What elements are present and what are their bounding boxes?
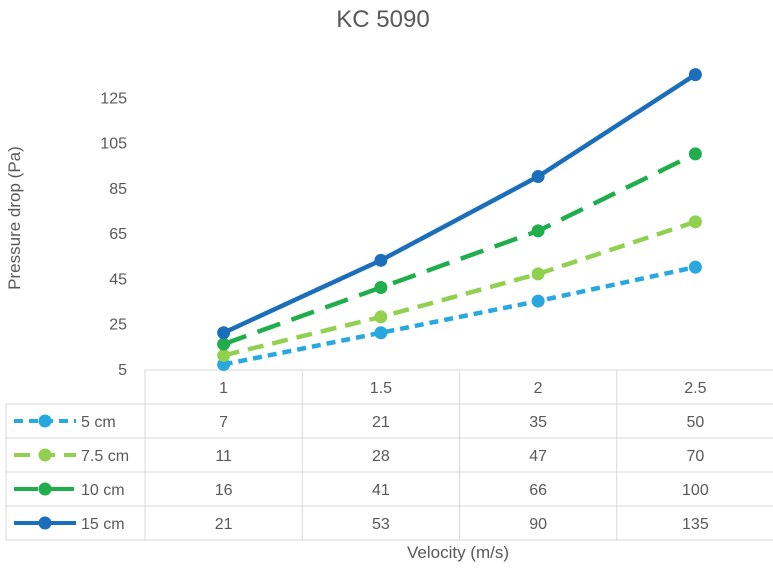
series-group [217, 68, 702, 340]
data-point [374, 280, 388, 294]
table-value: 66 [529, 482, 547, 499]
y-tick-label: 105 [100, 136, 127, 153]
data-point [531, 294, 545, 308]
legend-key-marker [38, 448, 52, 462]
series-line [222, 72, 697, 335]
x-tick-label: 2 [534, 380, 543, 397]
table-value: 35 [529, 414, 547, 431]
y-tick-label: 125 [100, 90, 127, 107]
legend-label: 10 cm [81, 482, 125, 499]
y-tick-label: 25 [109, 317, 127, 334]
table-value: 53 [372, 516, 390, 533]
table-value: 21 [372, 414, 390, 431]
data-point [374, 326, 388, 340]
data-table: 1 1.5 2 2.5 5 cm 7 21 35 50 7.5 cm 11 28 47 70 10 cm 16… [5, 369, 773, 541]
plot-area [217, 68, 702, 371]
y-tick-label: 65 [109, 226, 127, 243]
data-point [531, 170, 545, 184]
series-line [223, 219, 697, 358]
data-point [531, 267, 545, 281]
data-point [688, 215, 702, 229]
data-point [531, 224, 545, 238]
legend-key-marker [38, 414, 52, 428]
data-point [217, 337, 231, 351]
x-tick-label: 1 [219, 380, 228, 397]
y-tick-label: 45 [109, 271, 127, 288]
legend-key-marker [38, 516, 52, 530]
series-group [217, 147, 702, 351]
data-point [374, 253, 388, 267]
table-value: 7 [219, 414, 228, 431]
y-axis-ticks: 5 25 45 65 85 105 125 [100, 90, 127, 379]
table-value: 90 [529, 516, 547, 533]
data-point [688, 147, 702, 161]
y-axis-label: Pressure drop (Pa) [5, 146, 24, 290]
x-axis-label: Velocity (m/s) [407, 543, 509, 562]
legend-key-marker [38, 482, 52, 496]
legend-label: 15 cm [81, 516, 125, 533]
data-point [374, 310, 388, 324]
data-point [217, 348, 231, 362]
x-tick-label: 2.5 [684, 380, 706, 397]
legend-label: 5 cm [81, 414, 116, 431]
table-value: 100 [682, 482, 709, 499]
table-value: 28 [372, 448, 390, 465]
table-value: 16 [215, 482, 233, 499]
series-line [222, 151, 697, 347]
chart-title: KC 5090 [336, 6, 429, 33]
data-point [688, 68, 702, 82]
series-group [217, 260, 702, 371]
data-point [217, 326, 231, 340]
series-group [217, 215, 702, 362]
series-line [223, 264, 696, 367]
table-value: 70 [686, 448, 704, 465]
table-value: 50 [686, 414, 704, 431]
table-value: 41 [372, 482, 390, 499]
data-point [217, 357, 231, 371]
data-point [688, 260, 702, 274]
y-tick-label: 5 [118, 362, 127, 379]
x-tick-label: 1.5 [370, 380, 392, 397]
table-value: 135 [682, 516, 709, 533]
legend-label: 7.5 cm [81, 448, 129, 465]
table-value: 11 [215, 448, 232, 465]
y-tick-label: 85 [109, 181, 127, 198]
table-value: 21 [215, 516, 233, 533]
table-value: 47 [529, 448, 547, 465]
